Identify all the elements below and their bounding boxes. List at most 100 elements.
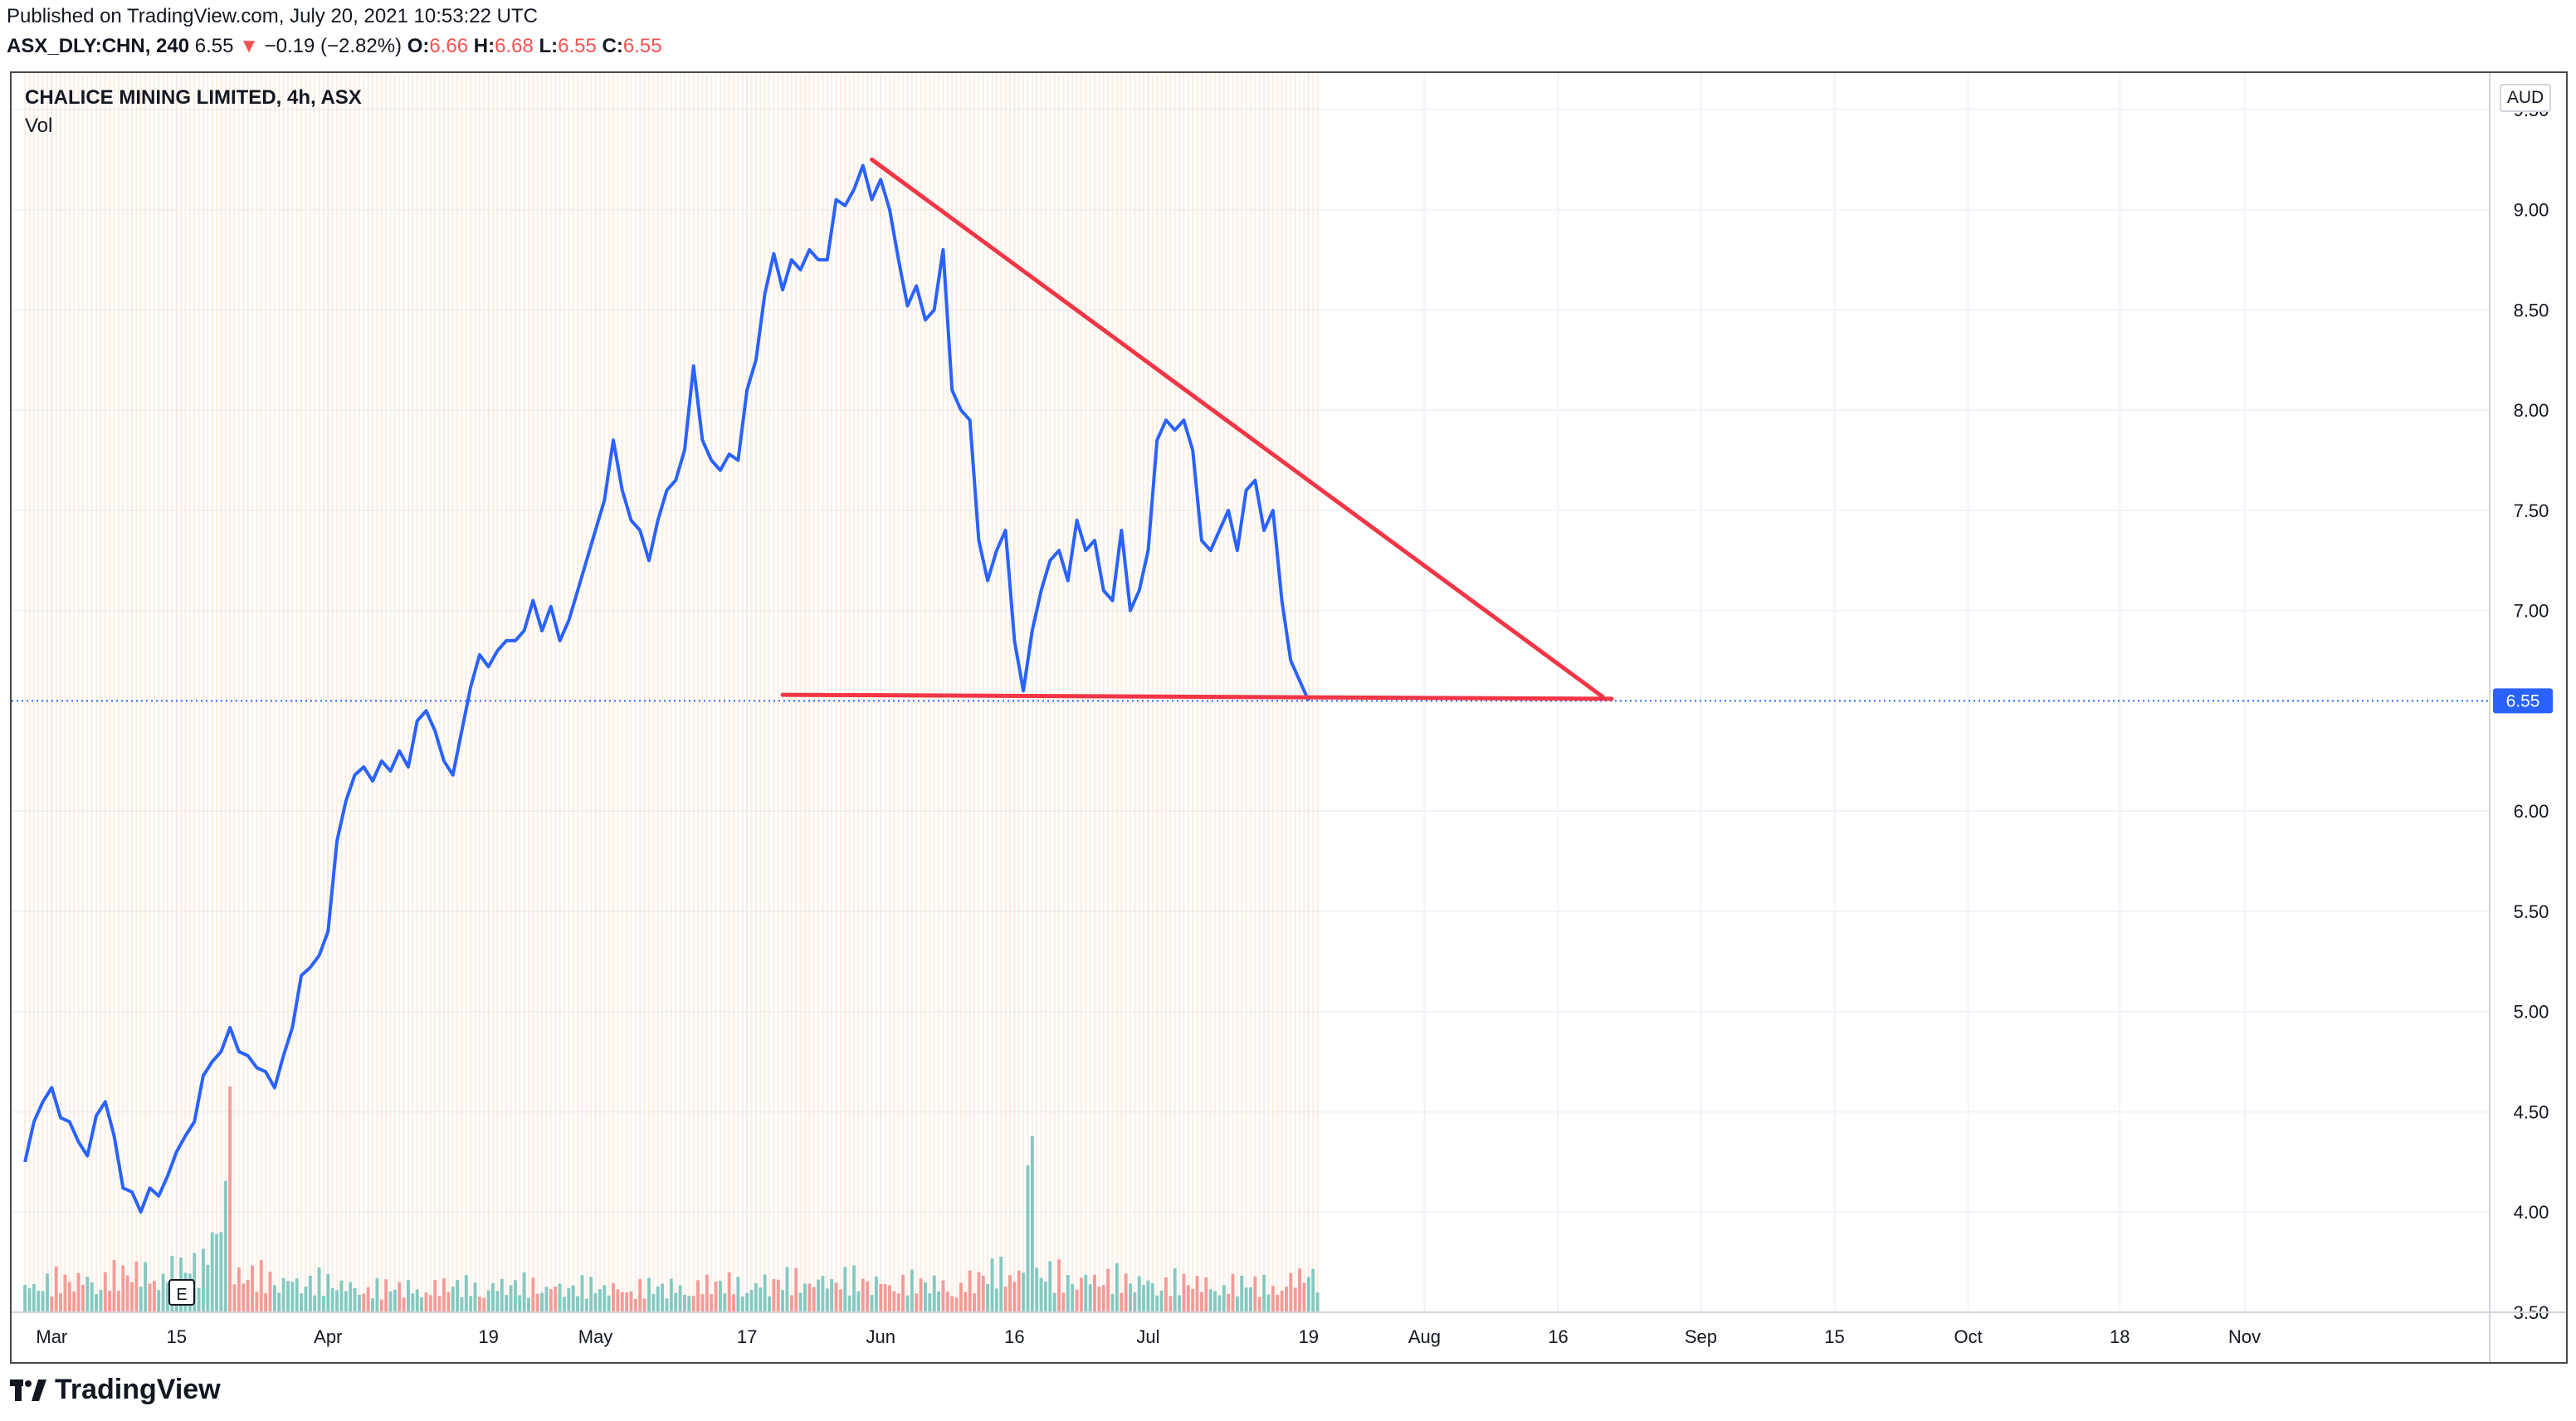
y-tick-label: 7.00	[2514, 601, 2549, 622]
volume-bar	[999, 1256, 1003, 1312]
volume-bar	[994, 1288, 998, 1312]
volume-bar	[317, 1267, 321, 1312]
volume-bar	[990, 1258, 994, 1312]
volume-bar	[1204, 1277, 1208, 1312]
session-column	[180, 73, 183, 1312]
price-axis[interactable]: 9.509.008.508.007.507.006.005.505.004.50…	[2514, 100, 2549, 1323]
volume-bar	[830, 1279, 834, 1312]
price-series-line[interactable]	[23, 164, 1310, 1214]
support-trendline[interactable]	[780, 692, 1614, 701]
volume-bar	[540, 1292, 544, 1312]
session-column	[478, 73, 481, 1312]
session-column	[563, 73, 565, 1312]
session-column	[1156, 73, 1159, 1312]
session-column	[474, 73, 476, 1312]
volume-bar	[362, 1293, 366, 1312]
tradingview-brand[interactable]: TradingView	[10, 1374, 221, 1406]
time-axis[interactable]: Mar 15 Apr 19 May 17 Jun 16 Jul 19 Aug 16 Sep 15 Oct 18…	[36, 1326, 2261, 1347]
currency-label[interactable]: AUD	[2500, 84, 2551, 112]
session-column	[447, 73, 450, 1312]
session-column	[675, 73, 677, 1312]
volume-bar	[674, 1292, 678, 1312]
volume-bar	[1244, 1287, 1248, 1312]
volume-bar	[321, 1296, 325, 1312]
volume-bar	[264, 1293, 268, 1312]
volume-bar	[1128, 1283, 1132, 1312]
session-column	[162, 73, 164, 1312]
volume-bar	[27, 1288, 32, 1312]
session-column	[68, 73, 71, 1312]
session-column	[505, 73, 508, 1312]
volume-bar	[607, 1295, 611, 1312]
volume-bar	[518, 1295, 522, 1312]
volume-bar	[144, 1262, 148, 1312]
session-column	[1173, 73, 1176, 1312]
session-column	[1214, 73, 1217, 1312]
volume-bar	[710, 1294, 714, 1312]
session-column	[122, 73, 124, 1312]
session-column	[1192, 73, 1194, 1312]
session-column	[291, 73, 294, 1312]
tradingview-logo-icon	[10, 1379, 46, 1401]
session-column	[1276, 73, 1279, 1312]
volume-bar	[1266, 1294, 1271, 1312]
volume-bar	[103, 1272, 107, 1312]
svg-text:E: E	[176, 1286, 187, 1304]
session-column	[1017, 73, 1020, 1312]
volume-bar	[308, 1275, 312, 1312]
y-tick-label: 6.00	[2514, 801, 2549, 822]
volume-bar	[807, 1283, 812, 1312]
session-column	[705, 73, 708, 1312]
session-column	[64, 73, 66, 1312]
session-column	[1312, 73, 1315, 1312]
session-column	[202, 73, 204, 1312]
session-column	[844, 73, 846, 1312]
session-column	[799, 73, 802, 1312]
volume-bar	[727, 1272, 731, 1312]
session-column	[90, 73, 93, 1312]
session-column	[237, 73, 240, 1312]
session-column	[1227, 73, 1230, 1312]
session-column	[527, 73, 529, 1312]
open-value: 6.66	[429, 35, 469, 57]
session-column	[1222, 73, 1225, 1312]
volume-bar	[330, 1287, 334, 1312]
session-column	[568, 73, 570, 1312]
volume-bar	[526, 1297, 530, 1312]
session-column	[746, 73, 749, 1312]
volume-bar	[571, 1285, 575, 1312]
session-column	[242, 73, 245, 1312]
volume-bar	[1227, 1293, 1231, 1312]
descending-trendline[interactable]	[870, 157, 1605, 699]
volume-bar	[1124, 1273, 1128, 1312]
volume-bar	[1052, 1292, 1056, 1312]
session-column	[598, 73, 601, 1312]
volume-bar	[629, 1291, 633, 1312]
session-column	[959, 73, 962, 1312]
session-column	[1250, 73, 1251, 1312]
volume-bar	[817, 1279, 821, 1312]
volume-bar	[879, 1284, 883, 1312]
y-tick-label: 5.50	[2514, 901, 2549, 922]
volume-bar	[598, 1289, 602, 1312]
earnings-marker[interactable]: E	[168, 1279, 195, 1306]
volume-bar	[1007, 1275, 1012, 1312]
session-column	[1205, 73, 1208, 1312]
session-column	[1271, 73, 1274, 1312]
volume-bar	[1137, 1276, 1141, 1312]
volume-bar	[295, 1278, 299, 1312]
volume-bar	[134, 1261, 139, 1312]
volume-bar	[1150, 1282, 1154, 1312]
volume-bar	[1012, 1282, 1017, 1312]
x-tick-label: 15	[1824, 1326, 1844, 1347]
volume-bar	[1084, 1274, 1088, 1312]
volume-bar	[67, 1282, 71, 1312]
session-column	[465, 73, 467, 1312]
volume-bar	[567, 1288, 571, 1312]
volume-bar	[883, 1284, 887, 1312]
session-column	[946, 73, 949, 1312]
volume-bar	[1101, 1285, 1105, 1312]
volume-bar	[580, 1275, 584, 1312]
volume-bar	[32, 1283, 36, 1312]
